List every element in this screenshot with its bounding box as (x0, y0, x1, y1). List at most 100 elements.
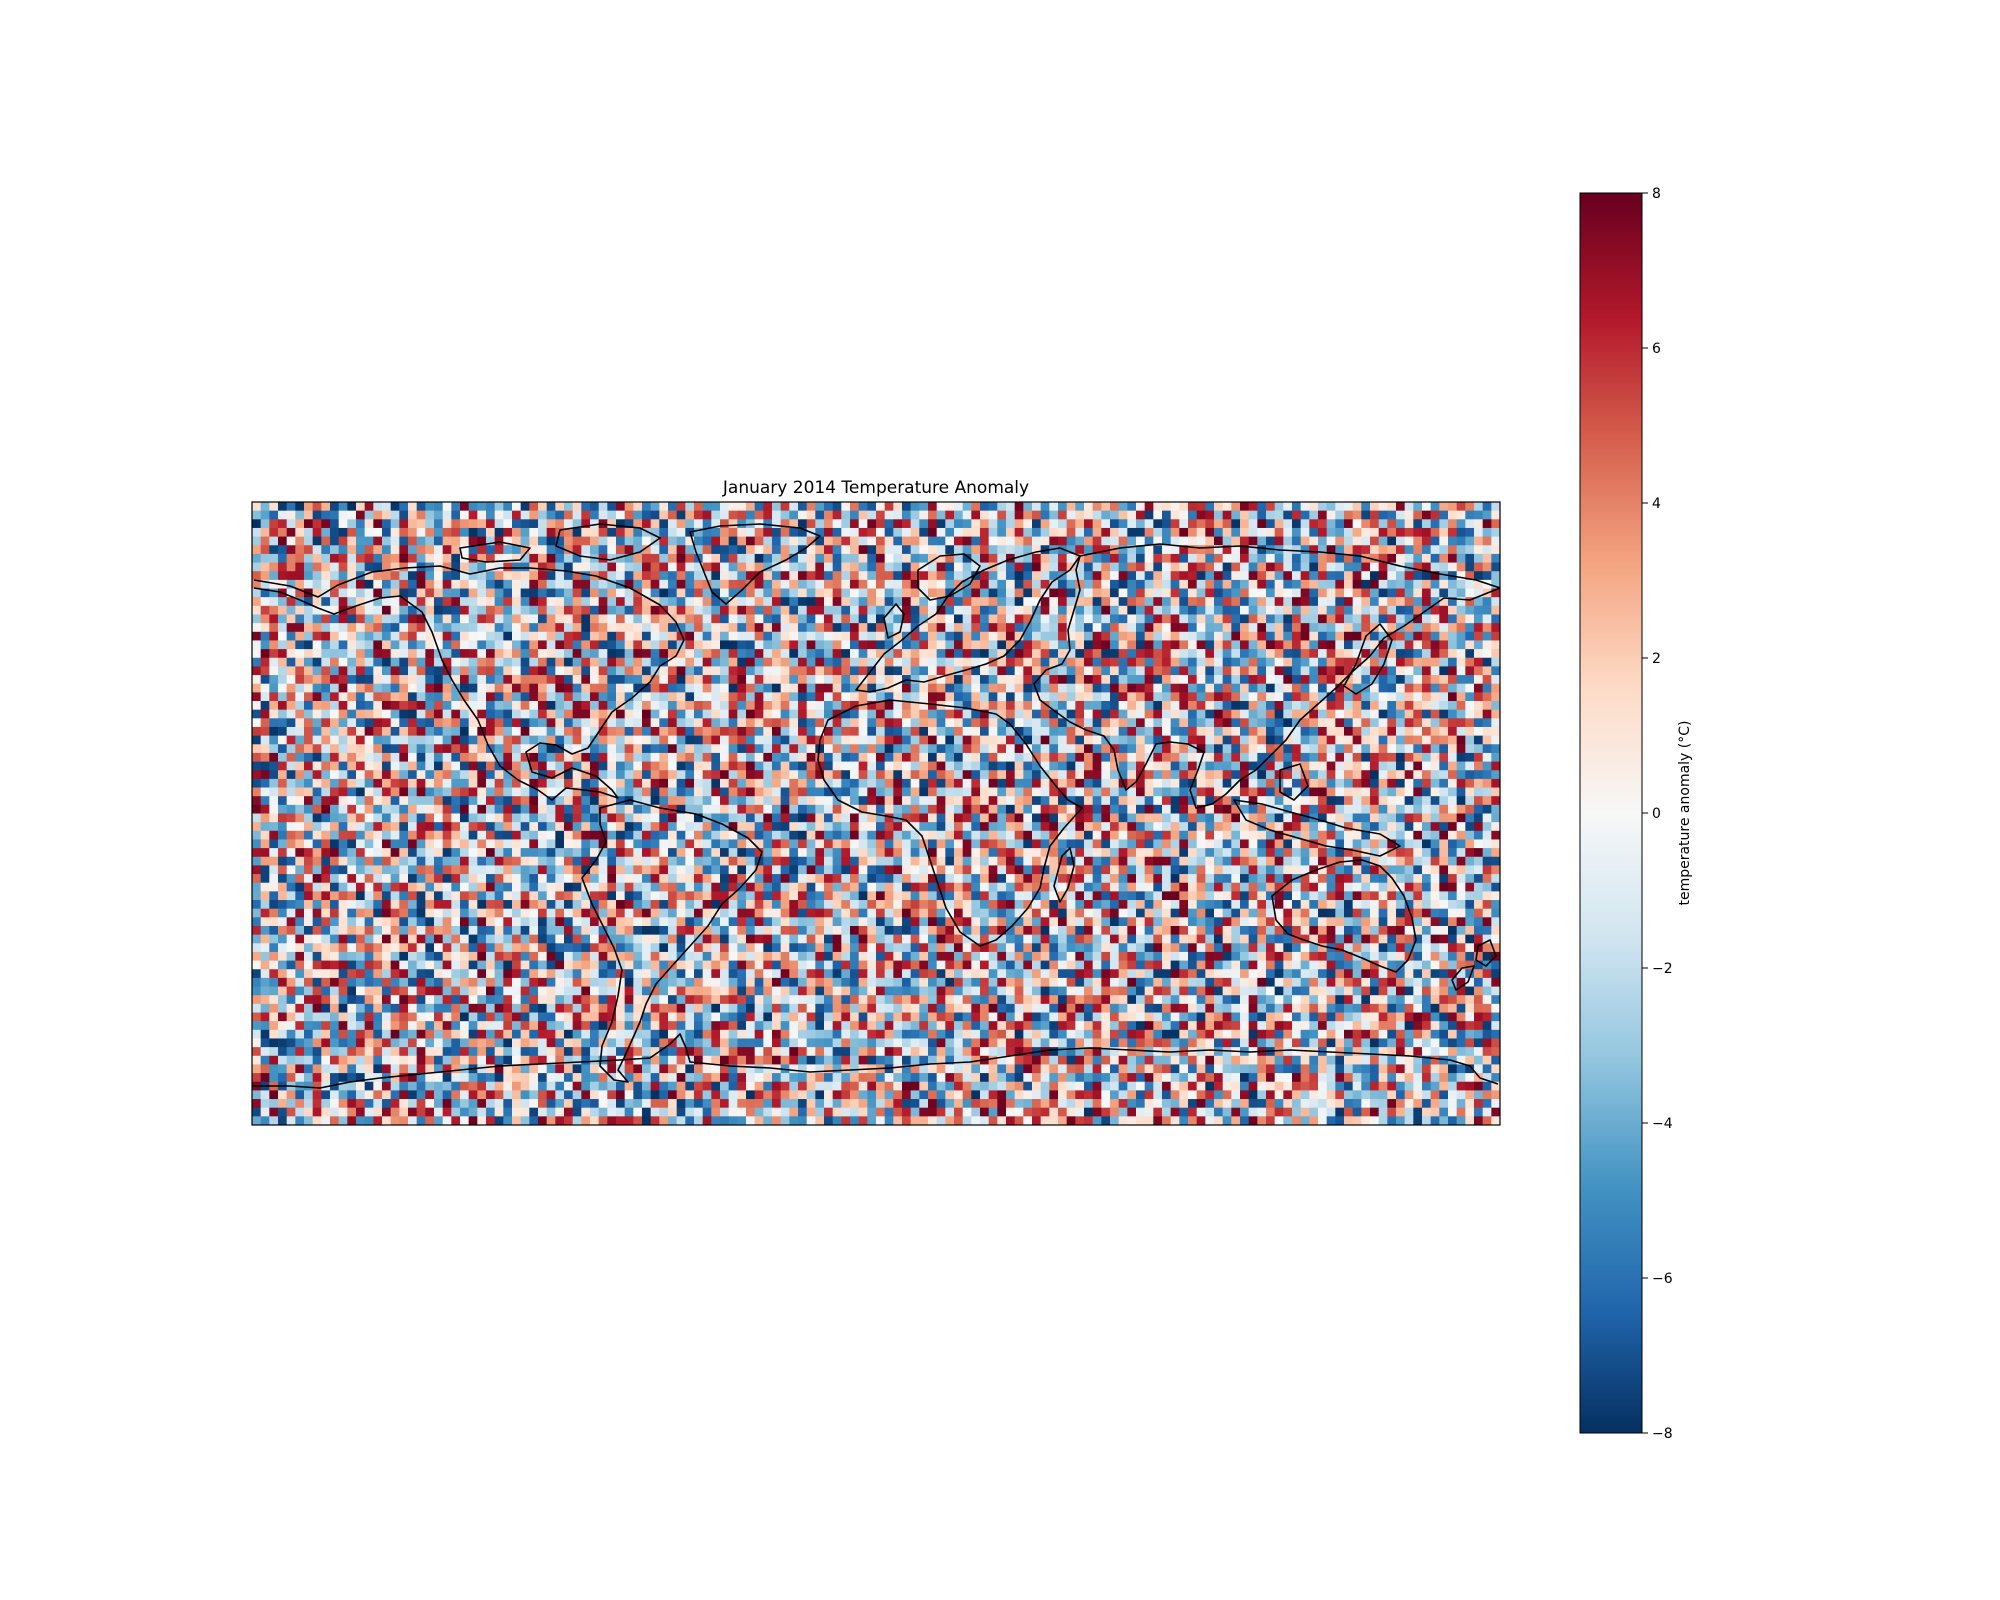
heatmap-cell (858, 692, 868, 702)
heatmap-cell (1023, 623, 1033, 633)
heatmap-cell (1231, 631, 1241, 642)
heatmap-cell (1413, 683, 1423, 693)
heatmap-cell (364, 545, 374, 555)
heatmap-cell (902, 692, 912, 702)
heatmap-cell (1153, 761, 1163, 771)
heatmap-cell (910, 726, 920, 737)
heatmap-cell (1335, 605, 1345, 616)
heatmap-cell (772, 787, 782, 797)
heatmap-cell (971, 588, 981, 598)
heatmap-cell (295, 701, 305, 711)
heatmap-cell (668, 631, 678, 642)
heatmap-cell (815, 666, 825, 676)
heatmap-cell (1430, 614, 1440, 624)
heatmap-cell (460, 752, 470, 763)
heatmap-cell (884, 527, 894, 538)
heatmap-cell (1344, 623, 1354, 633)
heatmap-cell (945, 571, 955, 581)
heatmap-cell (841, 701, 851, 711)
heatmap-cell (1335, 683, 1345, 693)
heatmap-cell (728, 640, 738, 650)
heatmap-cell (902, 735, 912, 745)
heatmap-cell (1110, 631, 1120, 642)
heatmap-cell (1283, 666, 1293, 676)
heatmap-cell (1179, 657, 1189, 667)
heatmap-cell (737, 588, 747, 598)
heatmap-cell (1075, 761, 1085, 771)
heatmap-cell (434, 675, 444, 685)
heatmap-cell (1240, 752, 1250, 763)
heatmap-cell (1144, 597, 1154, 607)
heatmap-cell (425, 761, 435, 771)
heatmap-cell (789, 692, 799, 702)
heatmap-cell (1023, 744, 1033, 754)
heatmap-cell (1231, 761, 1241, 771)
heatmap-cell (1456, 675, 1466, 685)
heatmap-cell (1188, 510, 1198, 520)
heatmap-cell (260, 502, 270, 512)
heatmap-cell (997, 744, 1007, 754)
heatmap-cell (1257, 709, 1267, 719)
heatmap-cell (702, 623, 712, 633)
heatmap-cell (1196, 787, 1206, 797)
heatmap-cell (252, 666, 262, 676)
heatmap-cell (746, 614, 756, 624)
heatmap-cell (1231, 640, 1241, 650)
heatmap-cell (572, 510, 582, 520)
heatmap-cell (1248, 761, 1258, 771)
heatmap-cell (1153, 562, 1163, 572)
heatmap-cell (581, 657, 591, 667)
heatmap-cell (1248, 701, 1258, 711)
heatmap-cell (1326, 778, 1336, 789)
heatmap-cell (1118, 770, 1128, 780)
heatmap-cell (945, 527, 955, 538)
heatmap-cell (477, 536, 487, 546)
heatmap-cell (659, 692, 669, 702)
heatmap-cell (356, 657, 366, 667)
heatmap-cell (694, 536, 704, 546)
heatmap-cell (728, 614, 738, 624)
heatmap-cell (737, 649, 747, 659)
heatmap-cell (390, 675, 400, 685)
heatmap-cell (1118, 605, 1128, 616)
heatmap-cell (685, 770, 695, 780)
heatmap-cell (1006, 666, 1016, 676)
heatmap-cell (356, 683, 366, 693)
heatmap-cell (1439, 553, 1449, 564)
heatmap-cell (494, 502, 504, 512)
heatmap-cell (1110, 675, 1120, 685)
heatmap-cell (867, 519, 877, 529)
heatmap-cell (1170, 761, 1180, 771)
heatmap-cell (590, 545, 600, 555)
heatmap-cell (581, 692, 591, 702)
heatmap-cell (330, 614, 340, 624)
heatmap-cell (390, 640, 400, 650)
heatmap-cell (468, 502, 478, 512)
heatmap-cell (1352, 545, 1362, 555)
heatmap-cell (1404, 683, 1414, 693)
heatmap-cell (763, 502, 773, 512)
heatmap-cell (1292, 502, 1302, 512)
heatmap-cell (1257, 545, 1267, 555)
heatmap-cell (286, 770, 296, 780)
heatmap-cell (278, 640, 288, 650)
heatmap-cell (1196, 519, 1206, 529)
heatmap-cell (1170, 692, 1180, 702)
heatmap-cell (1448, 675, 1458, 685)
heatmap-cell (1162, 683, 1172, 693)
heatmap-cell (824, 692, 834, 702)
heatmap-cell (1092, 701, 1102, 711)
heatmap-cell (997, 761, 1007, 771)
heatmap-cell (1214, 761, 1224, 771)
heatmap-cell (746, 796, 756, 806)
heatmap-cell (520, 683, 530, 693)
heatmap-cell (286, 536, 296, 546)
heatmap-cell (850, 744, 860, 754)
heatmap-cell (676, 562, 686, 572)
heatmap-cell (642, 770, 652, 780)
heatmap-cell (607, 519, 617, 529)
heatmap-cell (772, 631, 782, 642)
heatmap-cell (1309, 623, 1319, 633)
heatmap-cell (650, 709, 660, 719)
heatmap-cell (408, 752, 418, 763)
